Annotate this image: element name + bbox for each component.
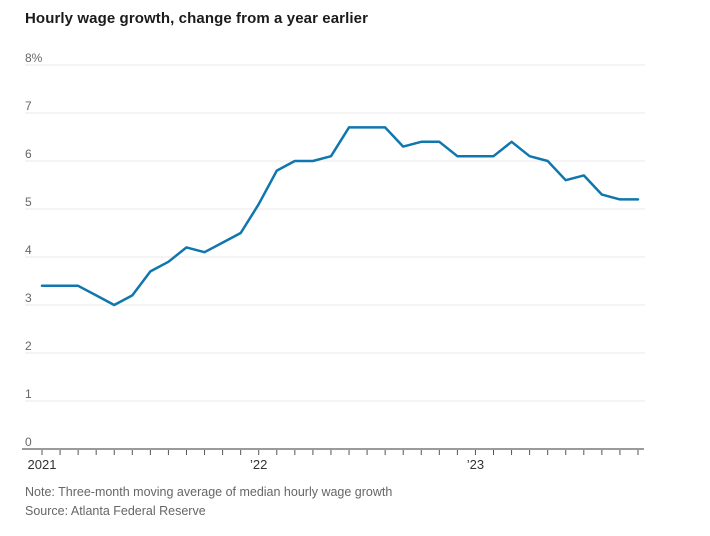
y-axis-label-0: 0 [25,435,32,449]
x-axis-label-22: ’22 [250,457,267,472]
y-axis-label-2: 2 [25,339,32,353]
chart-source: Source: Atlanta Federal Reserve [25,504,206,518]
y-axis-label-5: 5 [25,195,32,209]
wage-growth-line [40,126,640,307]
x-axis-label-23: ’23 [467,457,484,472]
y-axis-label-7: 7 [25,99,32,113]
chart-note: Note: Three-month moving average of medi… [25,485,393,499]
y-axis-label-6: 6 [25,147,32,161]
y-axis-label-4: 4 [25,243,32,257]
chart-title: Hourly wage growth, change from a year e… [25,10,369,27]
y-axis-label-8: 8% [25,51,43,65]
x-axis-label-2021: 2021 [28,457,57,472]
y-axis-label-1: 1 [25,387,32,401]
chart-footnotes: Note: Three-month moving average of medi… [25,483,392,521]
y-axis-label-3: 3 [25,291,32,305]
